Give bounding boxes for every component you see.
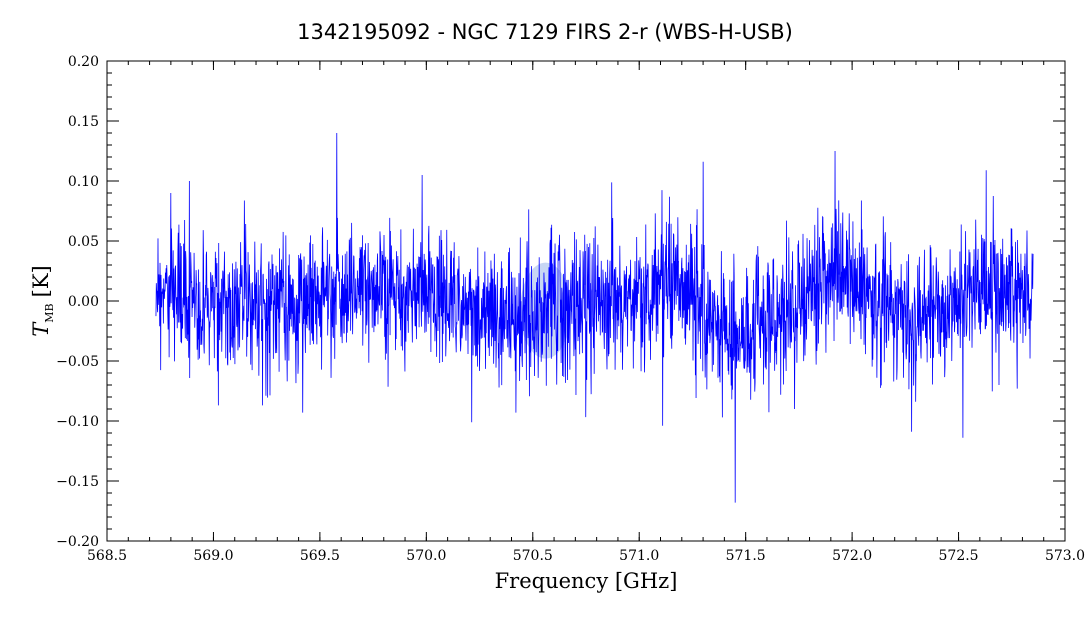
x-axis-label: Frequency [GHz] xyxy=(495,569,678,593)
y-tick-label: −0.15 xyxy=(56,474,99,490)
y-tick-label: −0.10 xyxy=(56,414,99,430)
y-tick-label: 0.15 xyxy=(68,114,99,130)
y-tick-label: 0.20 xyxy=(68,54,99,70)
chart-title: 1342195092 - NGC 7129 FIRS 2-r (WBS-H-US… xyxy=(297,20,793,44)
x-tick-label: 569.0 xyxy=(193,548,233,564)
y-axis-label: TMB [K] xyxy=(29,265,56,336)
spectrum-series-line xyxy=(155,132,1034,503)
x-tick-label: 572.0 xyxy=(832,548,872,564)
y-tick-label: −0.05 xyxy=(56,354,99,370)
x-tick-label: 570.0 xyxy=(406,548,446,564)
y-axis-label-unit: [K] xyxy=(29,265,53,297)
y-tick-label: 0.00 xyxy=(68,294,99,310)
y-tick-label: 0.10 xyxy=(68,174,99,190)
plot-area xyxy=(155,132,1034,503)
plot-frame xyxy=(106,60,1066,542)
y-axis-label-symbol: T xyxy=(29,321,53,337)
axis-ticks: 568.5 569.0 569.5 570.0 570.5 571.0 571.5 572.0… xyxy=(56,54,1085,564)
x-tick-label: 568.5 xyxy=(87,548,127,564)
y-tick-label: −0.20 xyxy=(56,534,99,550)
svg-text:TMB[K]: TMB [K] xyxy=(29,265,56,336)
x-tick-label: 569.5 xyxy=(300,548,340,564)
x-tick-label: 573.0 xyxy=(1045,548,1085,564)
y-axis-label-subscript: MB xyxy=(43,303,56,322)
x-tick-label: 571.0 xyxy=(619,548,659,564)
x-tick-label: 572.5 xyxy=(939,548,979,564)
y-tick-label: 0.05 xyxy=(68,234,99,250)
x-tick-label: 571.5 xyxy=(726,548,766,564)
x-tick-label: 570.5 xyxy=(513,548,553,564)
